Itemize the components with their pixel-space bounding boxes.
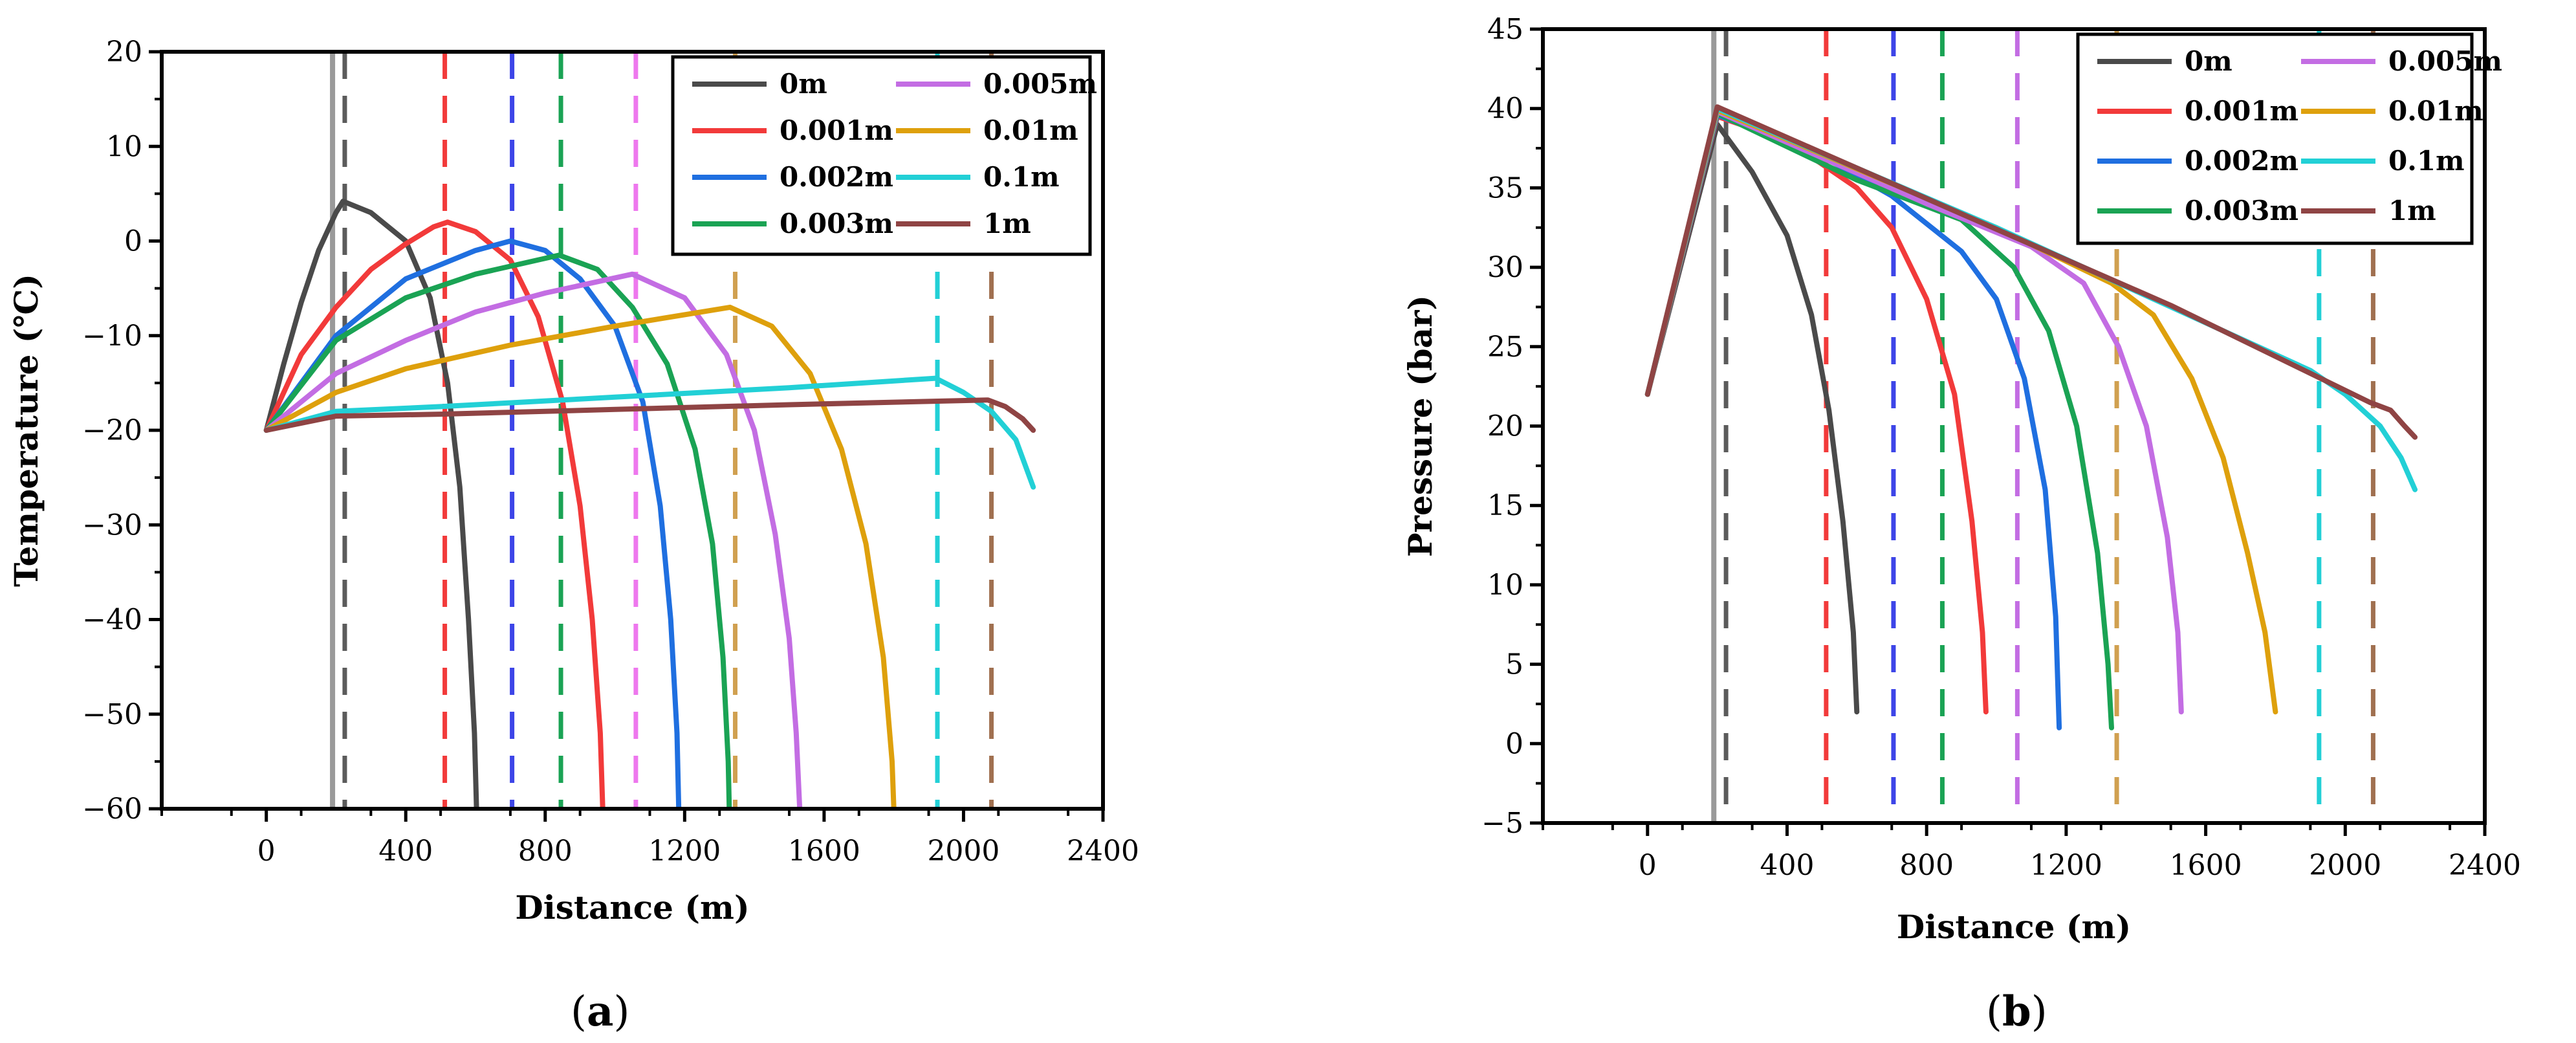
series-line-1m bbox=[263, 397, 1036, 433]
x-tick-label: 400 bbox=[378, 835, 433, 868]
legend-label-0.002m: 0.002m bbox=[780, 161, 893, 193]
y-tick-label: 15 bbox=[1487, 489, 1523, 522]
legend-label-0.1m: 0.1m bbox=[983, 161, 1060, 193]
series-line-0.003m bbox=[1644, 111, 2114, 730]
panel-a: 0 400 800 1200 1600 2000 2400 20 10 0 −10 −20 −30 −40… bbox=[7, 36, 1139, 1036]
x-axis-title: Distance (m) bbox=[515, 888, 749, 927]
y-tick-label: 10 bbox=[1487, 569, 1523, 602]
legend-label-0.005m: 0.005m bbox=[983, 68, 1097, 100]
legend-label-0.01m: 0.01m bbox=[983, 115, 1078, 146]
y-tick-label: −30 bbox=[82, 509, 142, 542]
y-axis-title: Pressure (bar) bbox=[1401, 295, 1439, 557]
series-line-1m bbox=[1644, 104, 2418, 440]
legend-label-0.005m: 0.005m bbox=[2388, 45, 2502, 77]
x-tick-label: 1600 bbox=[788, 835, 860, 868]
y-tick-label: 45 bbox=[1487, 13, 1523, 46]
series-line-0.005m bbox=[1644, 109, 2184, 715]
series-line-0m bbox=[1644, 122, 1860, 715]
y-tick-label: −60 bbox=[82, 793, 142, 826]
panel-letter: b bbox=[2002, 987, 2031, 1036]
series-line-0.005m bbox=[263, 271, 803, 809]
x-tick-label: 2000 bbox=[927, 835, 999, 868]
y-tick-label: −50 bbox=[82, 698, 142, 731]
x-tick-label: 800 bbox=[518, 835, 573, 868]
x-tick-label: 400 bbox=[1760, 849, 1814, 882]
legend-label-0m: 0m bbox=[2185, 45, 2232, 77]
y-tick-label: 20 bbox=[1487, 410, 1523, 443]
legend-label-1m: 1m bbox=[2388, 195, 2436, 226]
y-tick-label: 5 bbox=[1505, 648, 1523, 681]
x-tick-label: 800 bbox=[1899, 849, 1954, 882]
x-tick-label: 1600 bbox=[2170, 849, 2242, 882]
x-tick-label: 0 bbox=[257, 835, 276, 868]
panel-letter: a bbox=[587, 987, 613, 1036]
y-tick-label: 30 bbox=[1487, 251, 1523, 284]
y-tick-label: 0 bbox=[1505, 727, 1523, 760]
series-line-0.01m bbox=[263, 304, 897, 809]
legend-label-1m: 1m bbox=[983, 208, 1031, 239]
x-tick-label: 2400 bbox=[1067, 835, 1139, 868]
panel-b: 0 400 800 1200 1600 2000 2400 45 40 35 30 25 20 15 10 5… bbox=[1401, 13, 2521, 1036]
y-tick-label: 40 bbox=[1487, 93, 1523, 126]
y-tick-label: −40 bbox=[82, 604, 142, 637]
legend-label-0.001m: 0.001m bbox=[2185, 95, 2298, 127]
series-line-0.001m bbox=[263, 219, 606, 809]
series-line-0.1m bbox=[263, 375, 1036, 490]
legend-label-0.002m: 0.002m bbox=[2185, 145, 2298, 177]
x-tick-label: 2000 bbox=[2309, 849, 2381, 882]
y-tick-label: 20 bbox=[106, 36, 142, 69]
plot-area bbox=[263, 52, 1036, 809]
y-tick-label: −10 bbox=[82, 320, 142, 353]
x-tick-label: 0 bbox=[1639, 849, 1657, 882]
legend-label-0.1m: 0.1m bbox=[2388, 145, 2465, 177]
plot-area bbox=[1644, 29, 2418, 823]
x-tick-label: 1200 bbox=[2030, 849, 2102, 882]
x-tick-label: 1200 bbox=[648, 835, 721, 868]
y-tick-label: 0 bbox=[124, 225, 142, 258]
series-line-0m bbox=[263, 199, 479, 809]
legend-label-0.003m: 0.003m bbox=[2185, 195, 2298, 226]
panel-label: (b) bbox=[1986, 987, 2047, 1036]
y-tick-label: 10 bbox=[106, 130, 142, 163]
legend-label-0.003m: 0.003m bbox=[780, 208, 893, 239]
series-line-0.002m bbox=[263, 238, 682, 809]
y-tick-label: 35 bbox=[1487, 171, 1523, 204]
series-line-0.003m bbox=[263, 252, 732, 809]
legend-label-0.001m: 0.001m bbox=[780, 115, 893, 146]
panel-label: (a) bbox=[571, 987, 629, 1036]
y-tick-label: −5 bbox=[1481, 807, 1523, 840]
x-tick-label: 2400 bbox=[2449, 849, 2521, 882]
y-tick-label: −20 bbox=[82, 414, 142, 447]
legend-label-0m: 0m bbox=[780, 68, 827, 100]
y-tick-label: 25 bbox=[1487, 331, 1523, 364]
x-axis-title: Distance (m) bbox=[1897, 908, 2131, 946]
y-axis-title: Temperature (℃) bbox=[7, 274, 45, 587]
legend-label-0.01m: 0.01m bbox=[2388, 95, 2483, 127]
